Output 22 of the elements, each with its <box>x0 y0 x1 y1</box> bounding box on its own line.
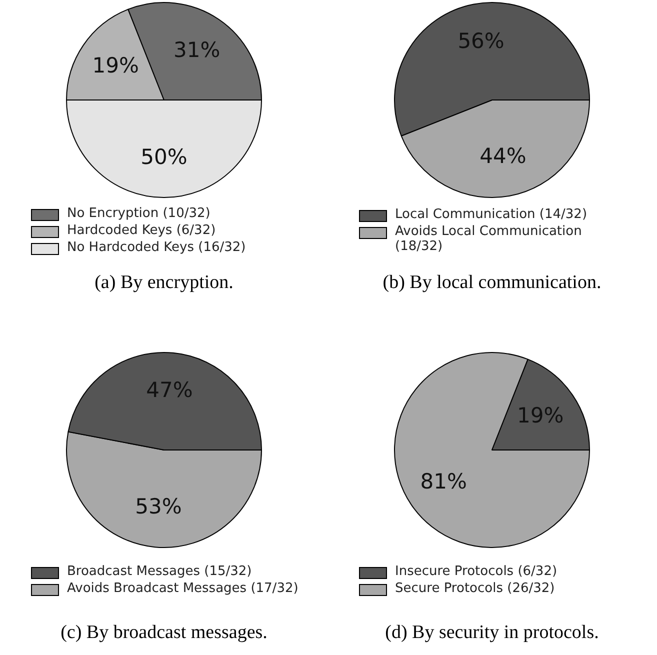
legend-label: Secure Protocols (26/32) <box>395 581 555 596</box>
legend-label: No Hardcoded Keys (16/32) <box>67 240 246 254</box>
legend-label: Hardcoded Keys (6/32) <box>67 222 216 238</box>
legend-label: Broadcast Messages (15/32) <box>67 564 252 579</box>
text: (a) By encryption. <box>94 272 234 294</box>
data-label: 53% <box>135 494 182 519</box>
data-label: 19% <box>92 54 139 78</box>
text: (d) By security in protocols. <box>385 622 599 644</box>
legend-label: Local Communication (14/32) <box>395 206 588 222</box>
data-label: 50% <box>140 144 188 169</box>
legend-label: Avoids Broadcast Messages (17/32) <box>67 581 298 596</box>
data-label: 47% <box>146 378 193 402</box>
data-label: 81% <box>420 469 467 494</box>
text: (b) By local communication. <box>382 272 602 294</box>
data-label: 31% <box>174 38 220 62</box>
data-label: 44% <box>480 144 526 168</box>
legend-label: Insecure Protocols (6/32) <box>395 564 558 579</box>
text: (c) By broadcast messages. <box>60 622 268 644</box>
legend-label: No Encryption (10/32) <box>67 206 210 220</box>
legend-label: Avoids Local Communication (18/32) <box>395 224 583 254</box>
data-label: 19% <box>517 404 564 428</box>
data-label: 56% <box>458 28 504 53</box>
